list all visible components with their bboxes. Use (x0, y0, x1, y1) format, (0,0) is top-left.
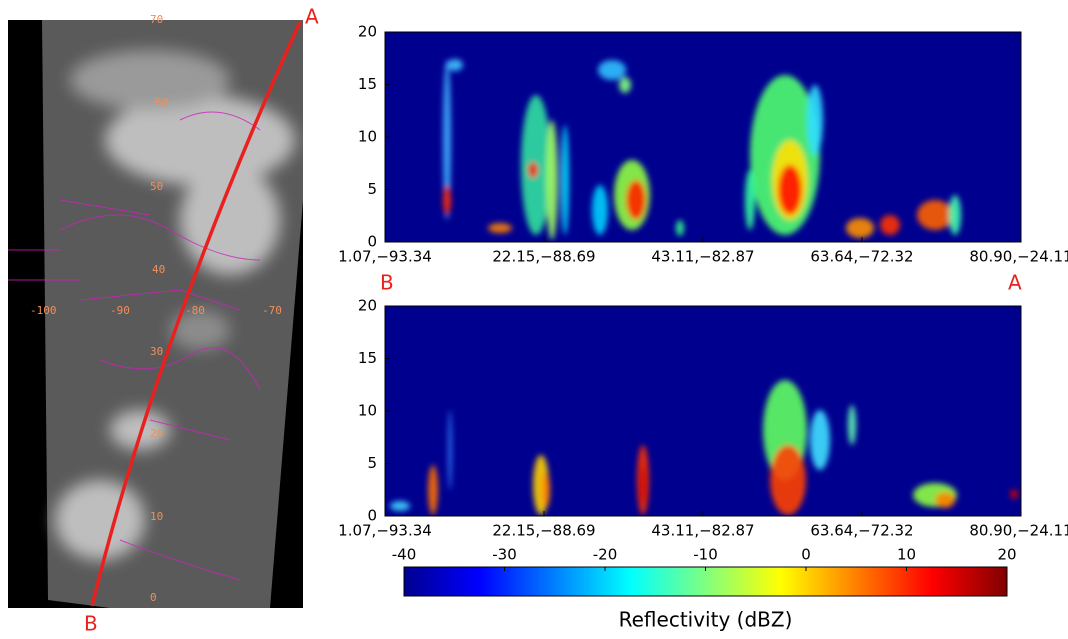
echo (447, 59, 463, 71)
echo (935, 492, 955, 508)
echo (443, 185, 451, 215)
map-end-label: A (305, 5, 319, 29)
echo (561, 125, 569, 235)
echo (626, 180, 646, 220)
echo (770, 445, 806, 515)
reflectivity-field (443, 59, 961, 240)
radar-curtain: 0 5 10 15 20 1.07,−93.34 22.15,−88.69 43.11,−82… (338, 297, 1068, 540)
colorbar-tick-label: 20 (997, 546, 1016, 564)
reflectivity-field (390, 380, 1018, 515)
lat-label: 10 (150, 510, 163, 523)
colorbar (403, 566, 1008, 597)
y-tick-label: 10 (358, 128, 377, 146)
echo (676, 220, 684, 236)
colorbar-tick-label: -10 (693, 546, 718, 564)
lon-label: -70 (262, 304, 282, 317)
lat-label: 30 (150, 345, 163, 358)
track-end-label: A (1008, 271, 1022, 295)
y-tick-label: 15 (358, 349, 377, 367)
x-tick-label: 63.64,−72.32 (810, 248, 913, 266)
y-tick-label: 10 (358, 402, 377, 420)
y-tick-label: 20 (358, 297, 377, 315)
x-tick-label: 63.64,−72.32 (810, 522, 913, 540)
echo (528, 162, 538, 178)
y-tick-label: 0 (367, 507, 377, 525)
echo (598, 60, 626, 80)
lat-label: 70 (150, 13, 163, 26)
lat-label: 0 (150, 591, 157, 604)
plot-background (385, 306, 1021, 516)
y-tick-label: 5 (367, 180, 377, 198)
lat-label: 50 (150, 180, 163, 193)
lat-label: 60 (155, 96, 168, 109)
colorbar-tick-label: -30 (492, 546, 517, 564)
y-tick-label: 15 (358, 75, 377, 93)
y-tick-label: 0 (367, 233, 377, 251)
echo (949, 195, 961, 235)
echo (778, 165, 802, 215)
radar-curtain: 0 5 10 15 20 1.07,−93.34 22.15,−88.69 43.11,−82… (338, 23, 1068, 295)
echo (810, 410, 830, 470)
x-tick-label: 80.90,−24.11 (969, 248, 1068, 266)
plot-background (385, 32, 1021, 242)
echo (846, 218, 874, 238)
lat-label: 20 (150, 427, 163, 440)
echo (390, 501, 410, 511)
lon-label: -100 (30, 304, 57, 317)
echo (592, 185, 608, 235)
echo (428, 465, 438, 515)
echo (880, 215, 900, 235)
echo (640, 465, 646, 505)
colorbar-tick-label: -20 (593, 546, 618, 564)
lat-label: 40 (152, 263, 165, 276)
echo (488, 223, 512, 233)
echo (848, 405, 856, 445)
echo (448, 410, 452, 490)
echo (917, 200, 953, 230)
x-tick-label: 43.11,−82.87 (651, 522, 754, 540)
y-tick-label: 5 (367, 454, 377, 472)
x-tick-label: 43.11,−82.87 (651, 248, 754, 266)
echo (546, 120, 558, 240)
echo (745, 170, 755, 230)
colorbar-tick-label: -40 (392, 546, 417, 564)
lon-label: -90 (110, 304, 130, 317)
echo (807, 85, 823, 155)
echo (1010, 489, 1018, 499)
x-tick-label: 22.15,−88.69 (492, 248, 595, 266)
satellite-map (8, 20, 303, 608)
echo (619, 77, 631, 93)
track-start-label: B (380, 271, 394, 295)
map-start-label: B (84, 612, 98, 636)
x-tick-label: 1.07,−93.34 (338, 248, 432, 266)
y-tick-label: 20 (358, 23, 377, 41)
colorbar-tick-label: 0 (801, 546, 811, 564)
x-tick-label: 80.90,−24.11 (969, 522, 1068, 540)
echo (443, 60, 451, 220)
echo (542, 472, 550, 508)
lon-label: -80 (185, 304, 205, 317)
colorbar-tick-label: 10 (897, 546, 916, 564)
colorbar-title: Reflectivity (dBZ) (619, 608, 793, 632)
x-tick-label: 1.07,−93.34 (338, 522, 432, 540)
x-tick-label: 22.15,−88.69 (492, 522, 595, 540)
